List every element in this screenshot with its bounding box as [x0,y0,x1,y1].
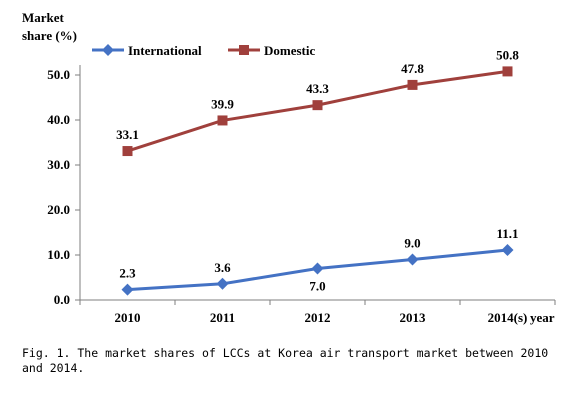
data-point [311,262,324,275]
x-tick-label: 2013 [400,310,427,325]
legend-label: Domestic [264,43,315,58]
y-tick-label: 0.0 [54,292,70,307]
data-label: 47.8 [401,61,424,76]
data-point [502,66,513,77]
axes [79,65,555,301]
data-label: 11.1 [496,226,518,241]
data-point [312,100,323,111]
legend-item-domestic: Domestic [228,43,315,58]
data-label: 9.0 [404,236,420,251]
y-axis-title-line1: Market [22,10,65,25]
y-axis-title-line2: share (%) [22,28,77,43]
legend-marker [102,44,114,56]
data-point [121,283,134,296]
data-label: 3.6 [214,260,231,275]
series-domestic: 33.1 39.9 43.3 47.8 50.8 [116,47,519,157]
data-label: 2.3 [119,266,136,281]
line-chart: 0.0 10.0 20.0 30.0 40.0 50.0 2010 2011 2012 2013… [22,10,556,325]
x-tick-label: 2014(s) [488,310,528,325]
data-point [406,253,419,266]
series-international: 2.3 3.6 7.0 9.0 11.1 [119,226,519,296]
x-tick-label: 2011 [210,310,235,325]
legend-item-international: International [92,43,202,58]
data-point [407,79,418,90]
data-label: 39.9 [211,96,234,111]
legend-label: International [128,43,202,58]
x-ticks: 2010 2011 2012 2013 2014(s) [79,300,556,325]
y-ticks: 0.0 10.0 20.0 30.0 40.0 50.0 [47,67,80,307]
y-tick-label: 10.0 [47,247,70,262]
y-tick-label: 50.0 [47,67,70,82]
y-tick-label: 40.0 [47,112,70,127]
data-point [217,115,228,126]
data-label: 43.3 [306,81,329,96]
data-label: 50.8 [496,47,519,62]
series-layer: 2.3 3.6 7.0 9.0 11.1 33.1 39.9 43.3 47.8 50.8 [116,47,519,296]
chart-container: 0.0 10.0 20.0 30.0 40.0 50.0 2010 2011 2012 2013… [22,10,556,325]
data-label: 7.0 [309,279,325,294]
y-tick-label: 20.0 [47,202,70,217]
legend-marker [239,45,249,55]
x-axis-title: year [530,310,555,325]
data-point [216,277,229,290]
x-tick-label: 2012 [305,310,331,325]
data-point [122,146,133,157]
data-point [501,244,514,257]
legend: International Domestic [92,43,315,58]
figure-caption: Fig. 1. The market shares of LCCs at Kor… [22,346,549,375]
y-tick-label: 30.0 [47,157,70,172]
data-label: 33.1 [116,127,139,142]
x-tick-label: 2010 [115,310,141,325]
